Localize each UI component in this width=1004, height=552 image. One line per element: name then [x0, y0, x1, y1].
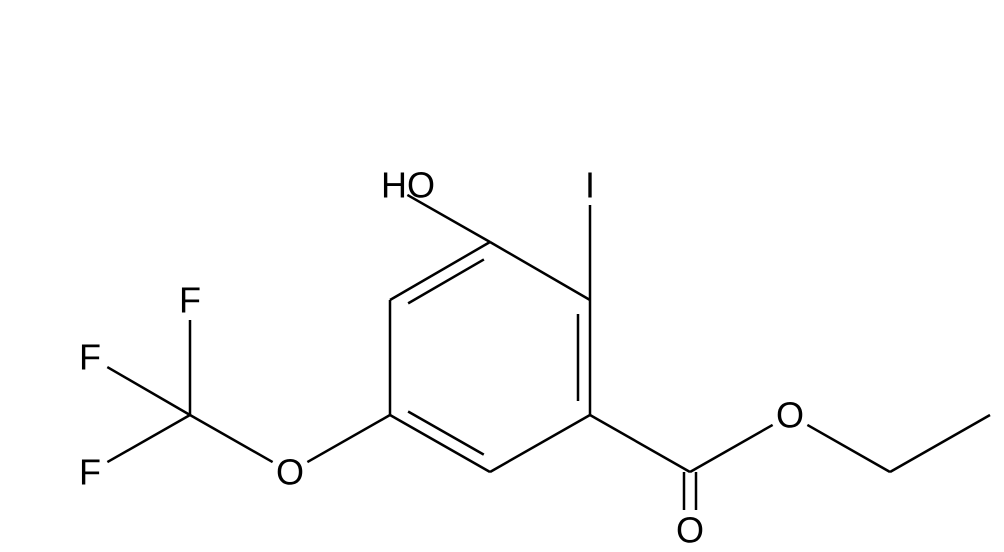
atom-label-O9: O — [776, 395, 804, 436]
atom-label-O13: HO — [381, 165, 435, 206]
atom-label-F18: F — [79, 452, 101, 493]
atom-label-I12: I — [585, 165, 595, 206]
atom-label-F16: F — [179, 280, 201, 321]
atom-label-O8: O — [676, 510, 704, 551]
atom-label-F17: F — [79, 337, 101, 378]
molecule-diagram: O O I HO O F F F — [0, 0, 1004, 552]
atom-label-O14: O — [276, 452, 304, 493]
